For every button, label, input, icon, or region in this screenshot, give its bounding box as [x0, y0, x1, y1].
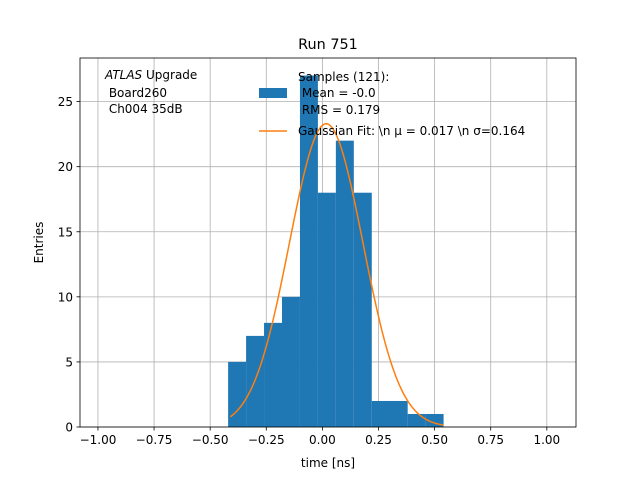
histogram-bar	[407, 413, 426, 427]
histogram-bar	[281, 296, 300, 427]
x-tick-label: −0.25	[248, 433, 285, 447]
legend-samples-line-3: RMS = 0.179	[298, 103, 380, 117]
legend-samples-line-2: Mean = -0.0	[298, 86, 376, 100]
annotation-line-2: Board260	[105, 86, 167, 100]
gaussian-fit-curve	[229, 122, 444, 426]
axes-frame	[79, 57, 577, 428]
chart-title: Run 751	[298, 37, 358, 53]
y-tick-label: 20	[58, 160, 73, 174]
y-tick-label: 25	[58, 95, 73, 109]
atlas-annotation: ATLAS Upgrade Board260 Ch004 35dB	[104, 68, 197, 116]
y-tick-label: 10	[58, 290, 73, 304]
x-tick-label: −0.50	[192, 433, 229, 447]
annotation-upgrade: Upgrade	[142, 68, 197, 82]
x-tick-label: 0.50	[421, 433, 448, 447]
gaussian-fit	[229, 122, 444, 426]
x-tick-label: 0.00	[309, 433, 336, 447]
y-axis-label: Entries	[32, 222, 46, 264]
y-tick-label: 0	[65, 421, 73, 435]
histogram-bar	[317, 192, 336, 427]
histogram-bar	[299, 75, 318, 428]
legend: Samples (121): Mean = -0.0 RMS = 0.179 G…	[259, 70, 525, 138]
annotation-line-1: ATLAS Upgrade	[104, 68, 197, 82]
x-tick-label: 1.00	[533, 433, 560, 447]
legend-fit-label: Gaussian Fit: \n μ = 0.017 \n σ=0.164	[298, 124, 525, 138]
annotation-atlas: ATLAS	[104, 68, 143, 82]
histogram-bar	[353, 192, 372, 427]
y-tick-label: 5	[65, 355, 73, 369]
annotation-line-3: Ch004 35dB	[105, 102, 183, 116]
histogram-bars	[228, 75, 444, 428]
legend-samples-line-1: Samples (121):	[298, 70, 389, 84]
x-axis-label: time [ns]	[301, 456, 355, 470]
y-tick-label: 15	[58, 225, 73, 239]
histogram-bar	[264, 322, 282, 427]
legend-samples-patch	[259, 88, 287, 98]
histogram-bar	[371, 400, 408, 427]
histogram-bar	[228, 361, 247, 427]
x-tick-label: 0.25	[365, 433, 392, 447]
x-tick-label: −0.75	[136, 433, 173, 447]
histogram-bar	[335, 140, 354, 427]
x-tick-label: 0.75	[477, 433, 504, 447]
x-tick-label: −1.00	[80, 433, 117, 447]
axis-ticks: −1.00 −0.75 −0.50 −0.25 0.00 0.25 0.50 0.75 1.00…	[58, 95, 560, 447]
